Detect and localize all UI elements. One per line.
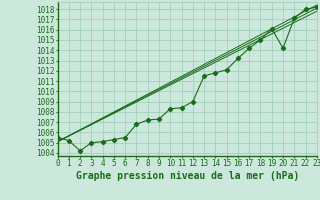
X-axis label: Graphe pression niveau de la mer (hPa): Graphe pression niveau de la mer (hPa)	[76, 171, 299, 181]
